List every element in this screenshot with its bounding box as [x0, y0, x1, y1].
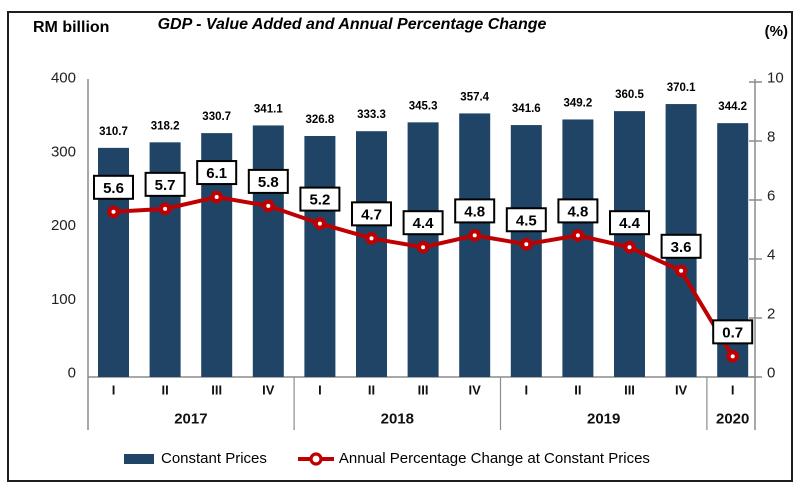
quarter-label: IV: [262, 383, 275, 398]
chart-title: GDP - Value Added and Annual Percentage …: [157, 16, 547, 33]
bar-value-label: 370.1: [667, 82, 696, 94]
bar-3: [252, 125, 284, 377]
pct-label: 4.8: [567, 203, 588, 220]
pct-label: 4.4: [619, 215, 641, 232]
right-axis-tick-label: 0: [767, 365, 775, 382]
bar-value-label: 349.2: [564, 97, 593, 109]
pct-label: 6.1: [206, 165, 227, 182]
pct-label-box: [402, 210, 444, 236]
line-marker-dot: [524, 242, 529, 247]
pct-label-box: [609, 210, 650, 236]
bar-series-swatch: [124, 453, 154, 464]
bar-5: [356, 131, 387, 377]
line-marker-dot: [627, 245, 632, 250]
pct-label: 0.7: [722, 324, 743, 341]
pct-label-box: [454, 198, 496, 224]
pct-label: 4.8: [464, 203, 485, 220]
right-axis-title: (%): [764, 23, 788, 40]
line-marker-dot: [472, 233, 477, 238]
pct-label: 5.7: [155, 177, 176, 194]
right-axis-tick-label: 10: [767, 70, 784, 87]
legend-line-label: Annual Percentage Change at Constant Pri…: [338, 450, 650, 467]
pct-label: 4.4: [413, 215, 435, 232]
pct-label-box: [557, 198, 599, 224]
right-axis-tick-label: 2: [767, 306, 775, 323]
pct-label: 4.5: [516, 212, 537, 229]
line-marker-dot: [266, 203, 271, 208]
left-axis-tick-label: 400: [51, 70, 76, 87]
pct-label-box: [351, 201, 392, 227]
year-label-2019: 2019: [587, 411, 620, 428]
bar-7: [459, 113, 491, 377]
bar-value-label: 310.7: [99, 126, 128, 138]
quarter-label: I: [731, 383, 735, 398]
quarter-label: I: [524, 383, 528, 398]
pct-label-box: [93, 174, 134, 200]
bar-value-label: 345.3: [409, 100, 438, 112]
pct-label: 5.6: [103, 180, 124, 197]
line-marker-dot: [111, 209, 116, 214]
quarter-label: III: [418, 383, 429, 398]
pct-label-box: [712, 319, 754, 345]
quarter-label: II: [368, 383, 375, 398]
bar-4: [304, 135, 336, 377]
quarter-label: IV: [675, 383, 688, 398]
pct-label: 5.8: [258, 174, 279, 191]
pct-label: 4.7: [361, 206, 382, 223]
legend-bar-label: Constant Prices: [161, 450, 267, 467]
year-label-2020: 2020: [716, 411, 749, 428]
bar-value-label: 341.1: [254, 103, 283, 115]
legend: Constant Prices Annual Percentage Change…: [124, 450, 650, 467]
pct-label: 5.2: [309, 192, 330, 209]
line-marker-dot: [317, 221, 322, 226]
quarter-label: III: [211, 383, 222, 398]
left-axis-tick-label: 100: [51, 291, 76, 308]
bar-value-label: 341.6: [512, 103, 541, 115]
left-axis-tick-label: 0: [68, 365, 76, 382]
quarter-label: II: [161, 383, 168, 398]
year-label-2018: 2018: [381, 411, 414, 428]
right-axis-tick-label: 4: [767, 247, 775, 264]
year-label-2017: 2017: [174, 411, 207, 428]
bar-8: [510, 125, 542, 377]
line-marker-dot: [369, 236, 374, 241]
line-marker-dot: [575, 233, 580, 238]
pct-label-box: [144, 171, 186, 197]
bar-value-label: 330.7: [202, 111, 231, 123]
pct-label-box: [660, 233, 702, 259]
line-marker-dot: [163, 206, 168, 211]
quarter-label: II: [574, 383, 581, 398]
left-axis-tick-label: 300: [51, 143, 76, 160]
quarter-label: III: [624, 383, 635, 398]
pct-label-box: [247, 168, 289, 194]
pct-label-box: [299, 186, 341, 212]
left-axis-title: RM billion: [33, 19, 110, 36]
pct-label-box: [196, 160, 238, 186]
bar-value-label: 326.8: [306, 114, 335, 126]
legend-item-constant-prices: Constant Prices: [124, 450, 267, 467]
right-axis-tick-label: 6: [767, 188, 775, 205]
bar-value-label: 333.3: [357, 109, 386, 121]
quarter-label: I: [318, 383, 322, 398]
line-series-swatch: [297, 451, 334, 466]
legend-item-annual-change: Annual Percentage Change at Constant Pri…: [297, 450, 650, 467]
bar-value-label: 344.2: [718, 101, 747, 113]
line-marker-dot: [421, 245, 426, 250]
pct-label: 3.6: [671, 239, 692, 256]
line-marker-dot: [730, 354, 735, 359]
bar-value-label: 318.2: [151, 120, 180, 132]
line-marker-dot: [679, 268, 684, 273]
pct-label-box: [505, 207, 547, 233]
left-axis-tick-label: 200: [51, 217, 76, 234]
line-marker-dot: [214, 195, 219, 200]
bar-9: [562, 119, 594, 377]
right-axis-tick-label: 8: [767, 129, 775, 146]
quarter-label: IV: [469, 383, 482, 398]
bar-value-label: 360.5: [615, 89, 644, 101]
bar-value-label: 357.4: [460, 91, 489, 103]
quarter-label: I: [112, 383, 116, 398]
